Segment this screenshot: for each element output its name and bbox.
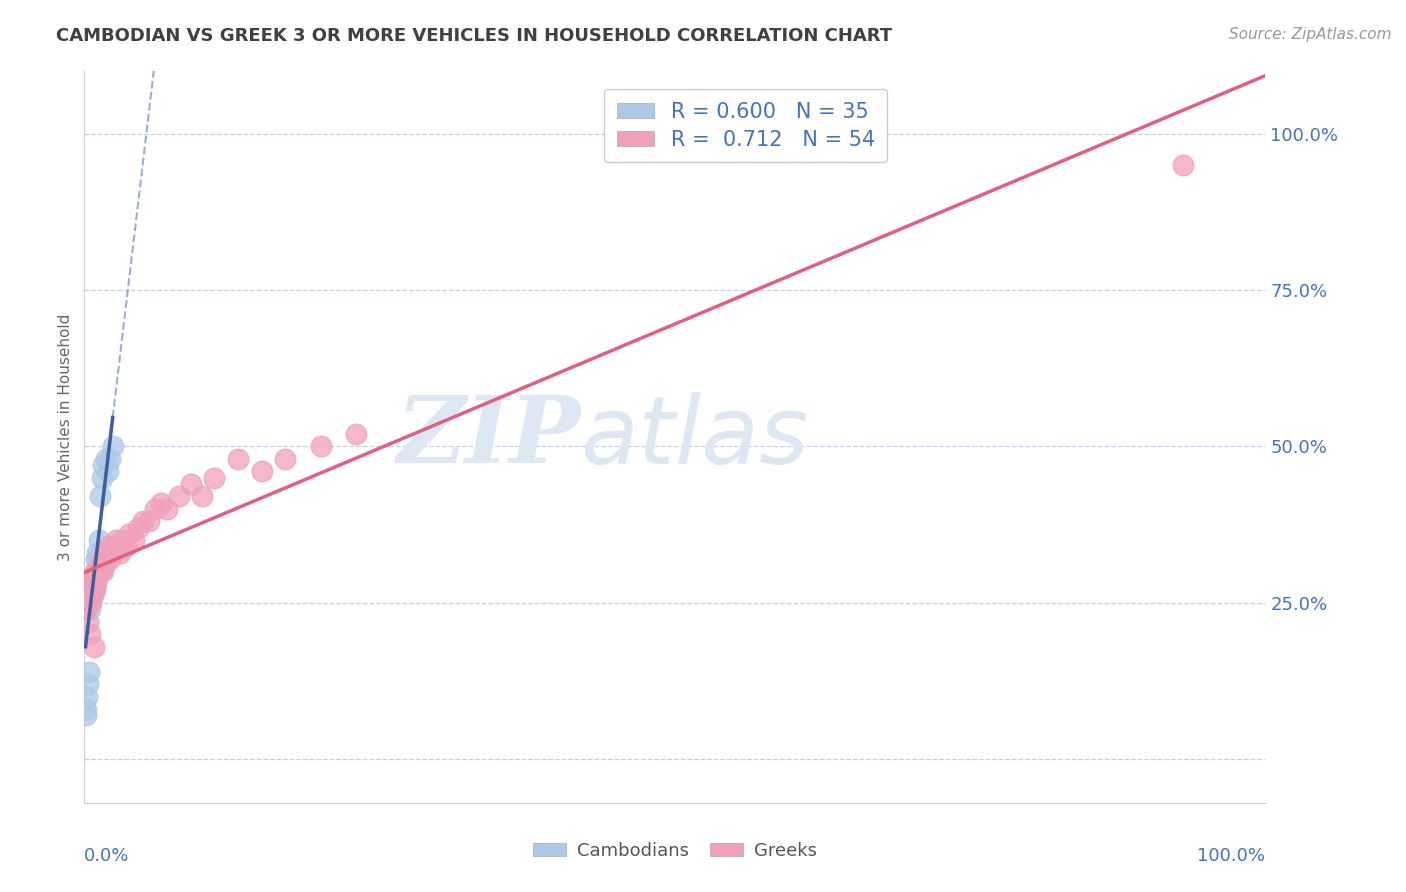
Text: ZIP: ZIP — [396, 392, 581, 482]
Point — [105, 533, 128, 548]
Point — [132, 515, 155, 529]
Point — [87, 565, 110, 579]
Point — [79, 583, 101, 598]
Point — [91, 458, 114, 473]
Point — [79, 596, 101, 610]
Point — [89, 558, 111, 573]
Point — [80, 590, 103, 604]
Point — [114, 540, 136, 554]
Point — [108, 546, 131, 560]
Point — [91, 471, 114, 485]
Point — [90, 565, 112, 579]
Point — [250, 465, 273, 479]
Point — [79, 583, 101, 598]
Point — [143, 502, 166, 516]
Point — [82, 577, 104, 591]
Point — [86, 571, 108, 585]
Point — [83, 640, 105, 654]
Point — [274, 452, 297, 467]
Text: 0.0%: 0.0% — [84, 847, 129, 864]
Point — [202, 471, 225, 485]
Point — [94, 452, 117, 467]
Point — [79, 602, 101, 616]
Point — [80, 577, 103, 591]
Point — [84, 565, 107, 579]
Point — [122, 533, 145, 548]
Point — [77, 583, 100, 598]
Point — [77, 590, 100, 604]
Point — [76, 602, 98, 616]
Point — [84, 552, 107, 566]
Point — [77, 596, 100, 610]
Point — [77, 590, 100, 604]
Point — [77, 590, 100, 604]
Point — [127, 521, 149, 535]
Point — [91, 565, 114, 579]
Point — [118, 527, 141, 541]
Point — [83, 583, 105, 598]
Point — [76, 583, 98, 598]
Point — [75, 702, 97, 716]
Point — [76, 690, 98, 704]
Point — [82, 571, 104, 585]
Point — [156, 502, 179, 516]
Point — [97, 465, 120, 479]
Text: Source: ZipAtlas.com: Source: ZipAtlas.com — [1229, 27, 1392, 42]
Point — [226, 452, 249, 467]
Point — [111, 533, 134, 548]
Point — [86, 546, 108, 560]
Point — [191, 490, 214, 504]
Point — [98, 452, 121, 467]
Point — [77, 577, 100, 591]
Point — [98, 540, 121, 554]
Point — [89, 490, 111, 504]
Point — [91, 552, 114, 566]
Point — [82, 590, 104, 604]
Point — [84, 577, 107, 591]
Point — [77, 596, 100, 610]
Point — [77, 665, 100, 679]
Point — [76, 590, 98, 604]
Point — [87, 533, 110, 548]
Text: atlas: atlas — [581, 392, 808, 483]
Point — [309, 440, 332, 454]
Point — [103, 540, 125, 554]
Legend: Cambodians, Greeks: Cambodians, Greeks — [526, 835, 824, 867]
Point — [77, 677, 100, 691]
Point — [97, 546, 120, 560]
Point — [75, 590, 97, 604]
Point — [180, 477, 202, 491]
Point — [101, 440, 124, 454]
Point — [79, 627, 101, 641]
Point — [79, 590, 101, 604]
Point — [94, 552, 117, 566]
Point — [167, 490, 190, 504]
Point — [82, 583, 104, 598]
Point — [75, 602, 97, 616]
Point — [84, 565, 107, 579]
Point — [77, 577, 100, 591]
Point — [80, 583, 103, 598]
Text: CAMBODIAN VS GREEK 3 OR MORE VEHICLES IN HOUSEHOLD CORRELATION CHART: CAMBODIAN VS GREEK 3 OR MORE VEHICLES IN… — [56, 27, 893, 45]
Point — [77, 583, 100, 598]
Point — [77, 596, 100, 610]
Point — [77, 615, 100, 629]
Y-axis label: 3 or more Vehicles in Household: 3 or more Vehicles in Household — [58, 313, 73, 561]
Point — [98, 552, 121, 566]
Point — [84, 583, 107, 598]
Point — [80, 596, 103, 610]
Point — [93, 558, 115, 573]
Point — [100, 546, 122, 560]
Point — [84, 577, 107, 591]
Point — [138, 515, 160, 529]
Point — [344, 426, 367, 441]
Point — [83, 571, 105, 585]
Point — [1171, 158, 1194, 172]
Point — [75, 708, 97, 723]
Text: 100.0%: 100.0% — [1198, 847, 1265, 864]
Point — [150, 496, 173, 510]
Point — [83, 577, 105, 591]
